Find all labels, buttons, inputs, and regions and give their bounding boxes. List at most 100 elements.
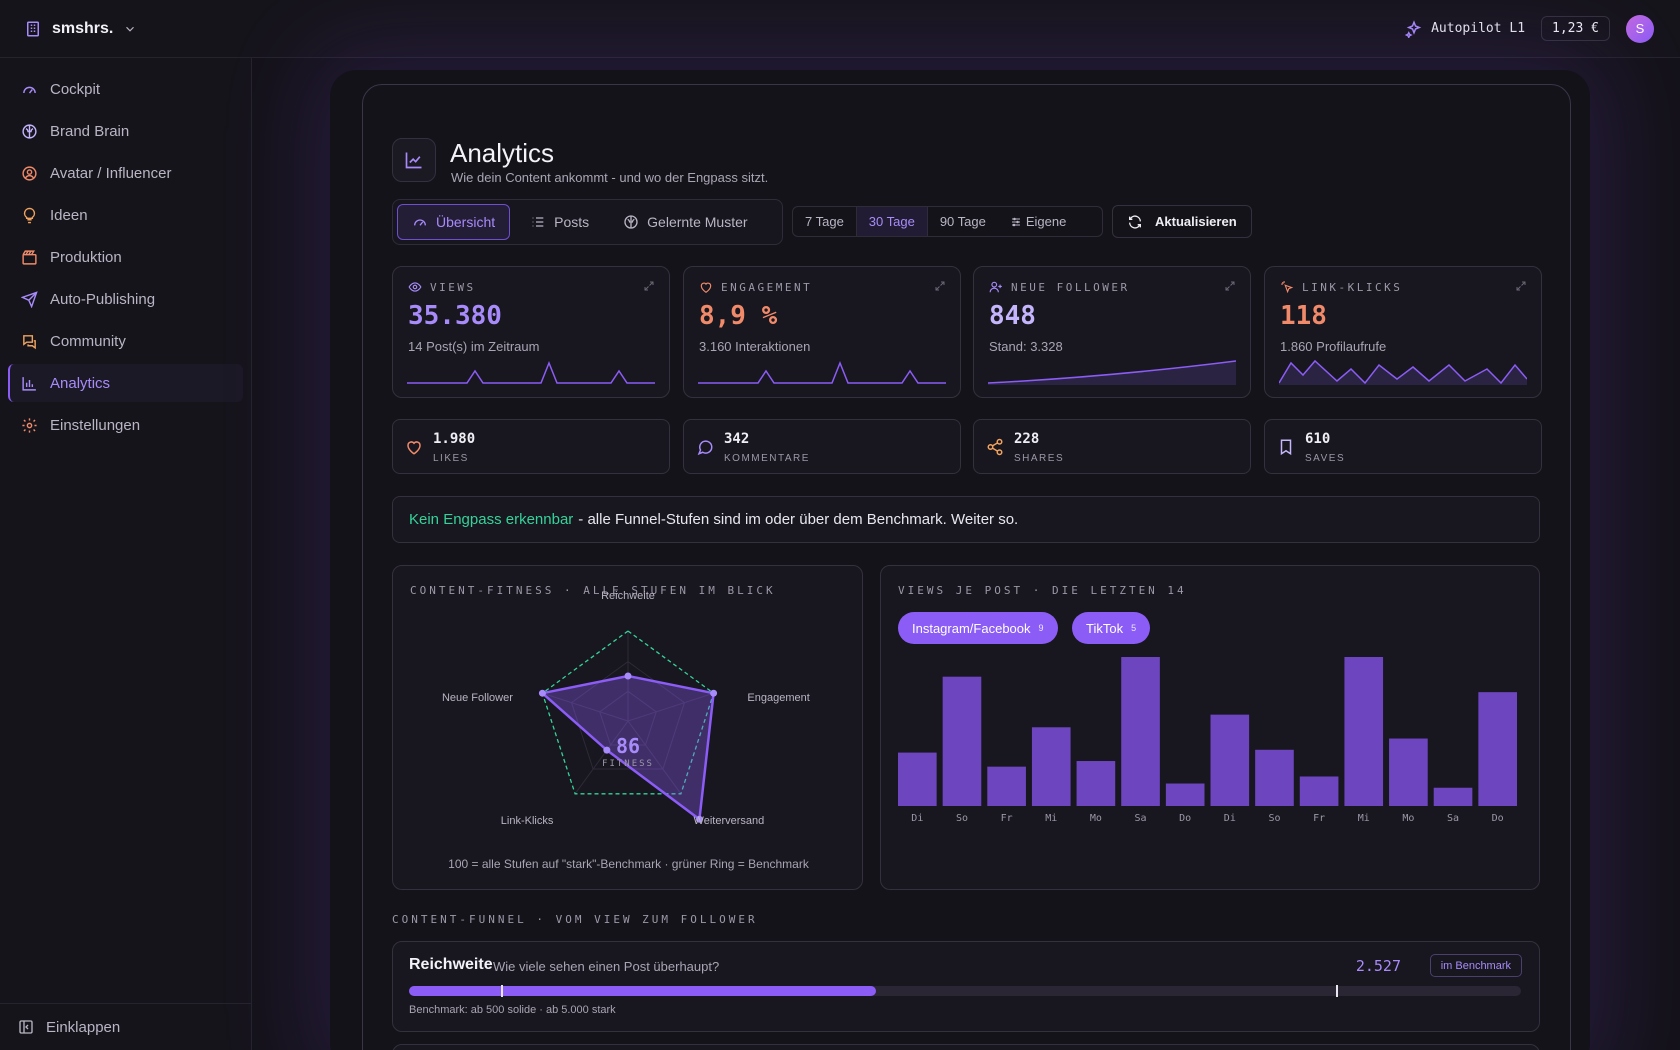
- stat-value: 228: [1014, 431, 1040, 447]
- radar-axis-line: [574, 720, 629, 795]
- sidebar-item-brand-brain[interactable]: Brand Brain: [8, 112, 243, 150]
- user-plus-icon: [989, 281, 1002, 293]
- share-icon: [987, 438, 1003, 456]
- funnel-benchmark: Benchmark: ab 500 solide · ab 5.000 star…: [409, 1004, 616, 1016]
- funnel-progress-track: [409, 985, 1521, 997]
- gauge-icon: [20, 80, 38, 98]
- tab-uebersicht[interactable]: Übersicht: [397, 204, 511, 240]
- sidebar-item-auto-publishing[interactable]: Auto-Publishing: [8, 280, 243, 318]
- bar-7[interactable]: [1210, 714, 1250, 806]
- autopilot-button[interactable]: Autopilot L1: [1405, 19, 1526, 38]
- list-icon: [532, 217, 544, 227]
- bar-4[interactable]: [1076, 761, 1116, 806]
- tab-label: Gelernte Muster: [647, 214, 748, 230]
- expand-icon[interactable]: [1224, 280, 1236, 292]
- kpi-card-views[interactable]: VIEWS 35.380 14 Post(s) im Zeitraum: [392, 266, 670, 398]
- stat-label: LIKES: [433, 453, 469, 464]
- bar-1[interactable]: [942, 676, 982, 806]
- sidebar-item-label: Avatar / Influencer: [50, 164, 172, 182]
- sidebar-nav: Cockpit Brand Brain Avatar / Influencer Ide…: [0, 70, 251, 444]
- alert-highlight: Kein Engpass erkennbar: [409, 511, 574, 528]
- kpi-card-engagement[interactable]: ENGAGEMENT 8,9 % 3.160 Interaktionen: [683, 266, 961, 398]
- send-icon: [20, 290, 38, 308]
- credit-balance[interactable]: 1,23 €: [1541, 16, 1610, 41]
- tab-label: Übersicht: [436, 214, 496, 230]
- bar-2[interactable]: [987, 766, 1026, 806]
- bar-5[interactable]: [1121, 657, 1160, 806]
- funnel-stage-name: Reichweite: [409, 956, 493, 973]
- expand-icon[interactable]: [934, 280, 946, 292]
- sidebar-item-ideen[interactable]: Ideen: [8, 196, 243, 234]
- bar-label: Mo: [1402, 813, 1414, 824]
- range-90-tage[interactable]: 90 Tage: [939, 214, 986, 229]
- legend-instagram-facebook[interactable]: Instagram/Facebook 9: [898, 612, 1058, 644]
- radar-axis-line: [542, 692, 629, 722]
- kpi-label: ENGAGEMENT: [721, 280, 813, 294]
- page-title: Analytics: [450, 138, 555, 168]
- user-avatar[interactable]: S: [1626, 14, 1654, 43]
- tab-posts[interactable]: Posts: [516, 204, 603, 240]
- sidebar-item-analytics[interactable]: Analytics: [8, 364, 243, 402]
- bar-3[interactable]: [1031, 727, 1071, 806]
- refresh-button[interactable]: Aktualisieren: [1112, 205, 1252, 238]
- legend-label: TikTok: [1086, 620, 1124, 636]
- kpi-subtext: Stand: 3.328: [989, 339, 1063, 354]
- funnel-section-title: CONTENT-FUNNEL · VOM VIEW ZUM FOLLOWER: [392, 913, 758, 926]
- workspace-switcher[interactable]: smshrs.: [24, 20, 137, 38]
- range-30-tage[interactable]: 30 Tage: [855, 207, 928, 236]
- clapperboard-icon: [20, 248, 38, 266]
- gear-icon: [20, 416, 38, 434]
- line-chart-icon: [405, 152, 422, 169]
- bar-chart: Di So Fr Mi Mo Sa Do Di So Fr Mi Mo Sa Do: [898, 657, 1517, 824]
- sidebar-item-avatar-influencer[interactable]: Avatar / Influencer: [8, 154, 243, 192]
- sidebar-item-produktion[interactable]: Produktion: [8, 238, 243, 276]
- radar-point: [538, 689, 546, 697]
- expand-icon[interactable]: [643, 280, 655, 292]
- bar-11[interactable]: [1389, 738, 1428, 806]
- kpi-card-neue-follower[interactable]: NEUE FOLLOWER 848 Stand: 3.328: [973, 266, 1251, 398]
- kpi-label: NEUE FOLLOWER: [1011, 280, 1130, 294]
- range-7-tage[interactable]: 7 Tage: [805, 214, 844, 229]
- kpi-card-link-klicks[interactable]: LINK-KLICKS 118 1.860 Profilaufrufe: [1264, 266, 1542, 398]
- kpi-value: 848: [989, 301, 1036, 331]
- radar-chart: Reichweite Engagement Weiterversand Link-Kl…: [442, 590, 810, 827]
- gauge-icon: [414, 219, 426, 226]
- tab-label: Posts: [554, 214, 590, 230]
- bottleneck-alert: Kein Engpass erkennbar - alle Funnel-Stu…: [392, 496, 1540, 543]
- sidebar-item-label: Produktion: [50, 248, 122, 266]
- range-eigene[interactable]: Eigene: [998, 207, 1078, 236]
- expand-icon[interactable]: [1515, 280, 1527, 292]
- stat-label: SAVES: [1305, 453, 1346, 464]
- kpi-value: 8,9 %: [699, 301, 778, 331]
- radar-footer: 100 = alle Stufen auf "stark"-Benchmark …: [448, 857, 809, 871]
- radar-grid-ring: [599, 690, 657, 746]
- bar-10[interactable]: [1344, 657, 1384, 806]
- funnel-value: 2.527: [1355, 957, 1401, 975]
- brain-icon: [624, 215, 638, 229]
- autopilot-label: Autopilot L1: [1431, 21, 1526, 36]
- sidebar-item-cockpit[interactable]: Cockpit: [8, 70, 243, 108]
- bar-8[interactable]: [1255, 749, 1294, 806]
- lightbulb-icon: [20, 206, 38, 224]
- bar-13[interactable]: [1478, 692, 1517, 806]
- chat-icon: [20, 332, 38, 350]
- bar-9[interactable]: [1299, 776, 1339, 806]
- sidebar-item-einstellungen[interactable]: Einstellungen: [8, 406, 243, 444]
- collapse-button[interactable]: Einklappen: [0, 1003, 252, 1050]
- heart-icon: [700, 282, 712, 293]
- content-fitness-card: CONTENT-FITNESS · ALLE STUFEN IM BLICK R…: [392, 565, 863, 890]
- bar-0[interactable]: [898, 752, 937, 806]
- bar-6[interactable]: [1165, 783, 1205, 806]
- bar-12[interactable]: [1433, 787, 1473, 806]
- alert-text: - alle Funnel-Stufen sind im oder über d…: [578, 511, 1019, 528]
- stat-value: 1.980: [433, 431, 476, 447]
- funnel-stage-next[interactable]: [392, 1044, 1540, 1050]
- legend-tiktok[interactable]: TikTok 5: [1072, 612, 1151, 644]
- sidebar-item-community[interactable]: Community: [8, 322, 243, 360]
- bar-label: Sa: [1447, 813, 1459, 824]
- funnel-stage-reichweite[interactable]: Reichweite Wie viele sehen einen Post üb…: [392, 941, 1540, 1032]
- eye-icon: [408, 282, 422, 292]
- bar-label: So: [1268, 813, 1280, 824]
- tab-gelernte-muster[interactable]: Gelernte Muster: [609, 204, 761, 240]
- view-tabs: Übersicht Posts Gelernte Muster: [392, 199, 783, 245]
